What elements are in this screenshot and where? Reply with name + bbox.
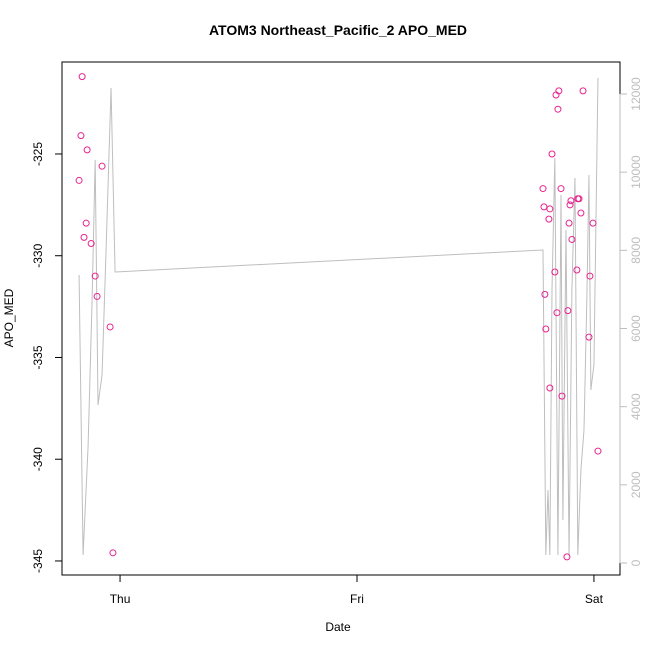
point — [566, 201, 574, 209]
x-tick-label: Fri — [350, 592, 364, 606]
point — [542, 325, 550, 333]
y2-tick-label: 4000 — [629, 393, 643, 420]
point — [98, 162, 106, 170]
point — [575, 195, 583, 203]
point — [80, 233, 88, 241]
y-tick-label: -335 — [31, 345, 45, 369]
point — [548, 150, 556, 158]
point — [546, 205, 554, 213]
point — [77, 132, 85, 140]
line — [78, 77, 599, 556]
point — [545, 215, 553, 223]
point — [87, 240, 95, 248]
point — [564, 307, 572, 315]
point — [557, 185, 565, 193]
point — [109, 549, 117, 557]
point — [553, 309, 561, 317]
y2-tick-label: 10000 — [629, 155, 643, 189]
point — [565, 219, 573, 227]
point — [551, 268, 559, 276]
point — [554, 105, 562, 113]
y2-tick-label: 0 — [629, 559, 643, 566]
point — [93, 292, 101, 300]
y2-tick-label: 2000 — [629, 471, 643, 498]
point — [555, 87, 563, 95]
point — [91, 272, 99, 280]
point — [586, 272, 594, 280]
y-tick-label: -325 — [31, 142, 45, 166]
chart-title: ATOM3 Northeast_Pacific_2 APO_MED — [209, 22, 467, 38]
point — [573, 266, 581, 274]
y-tick-label: -340 — [31, 447, 45, 471]
point — [579, 87, 587, 95]
x-tick-label: Thu — [110, 592, 131, 606]
x-axis-label: Date — [325, 620, 351, 634]
point — [589, 219, 597, 227]
point — [577, 209, 585, 217]
y2-tick-label: 8000 — [629, 237, 643, 264]
point — [539, 185, 547, 193]
point — [594, 447, 602, 455]
point — [541, 290, 549, 298]
point — [83, 146, 91, 154]
point — [558, 392, 566, 400]
point — [106, 323, 114, 331]
y-tick-label: -345 — [31, 549, 45, 573]
x-tick-label: Sat — [585, 592, 604, 606]
y-axis-label: APO_MED — [2, 288, 16, 347]
y-tick-label: -330 — [31, 243, 45, 267]
point — [75, 176, 83, 184]
point — [567, 197, 575, 205]
point — [568, 235, 576, 243]
y2-tick-label: 6000 — [629, 315, 643, 342]
point — [540, 203, 548, 211]
point — [82, 219, 90, 227]
point — [585, 333, 593, 341]
point — [563, 553, 571, 561]
point — [546, 384, 554, 392]
y2-tick-label: 12000 — [629, 77, 643, 111]
point — [78, 73, 86, 81]
